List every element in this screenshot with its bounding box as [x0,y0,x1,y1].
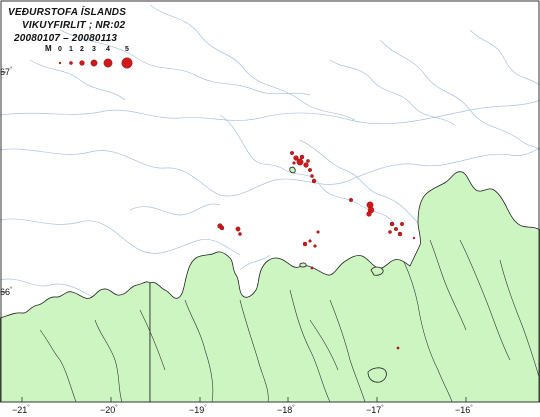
legend-magnitude-1: 1 [69,46,73,53]
lon-label-17: −17° [366,405,384,415]
map-title-report: VIKUYFIRLIT ; NR:02 [22,20,126,31]
magnitude-legend-symbols [58,57,133,69]
bathymetry-contours [0,4,540,301]
map-border [0,0,540,403]
legend-magnitude-4: 4 [106,46,110,53]
legend-magnitude-2: 2 [80,46,84,53]
axis-ticks [1,71,467,402]
legend-magnitude-5: 5 [125,46,129,53]
lat-label-66: 66° [0,287,13,297]
rivers [39,239,540,403]
lat-label-67: 67° [0,67,13,77]
iceland-land [0,166,540,403]
lon-label-19: −19° [189,405,207,415]
legend-magnitude-0: 0 [58,46,62,53]
map-title-dates: 20080107 – 20080113 [14,33,118,44]
legend-magnitude-label: M [45,44,52,53]
map-title-agency: VEÐURSTOFA ÍSLANDS [8,7,127,18]
lon-label-21: −21° [12,405,30,415]
legend-magnitude-3: 3 [92,46,96,53]
earthquake-events [217,150,416,350]
lon-label-16: −16° [455,405,473,415]
lon-label-20: −20° [100,405,118,415]
lon-label-18: −18° [277,405,295,415]
